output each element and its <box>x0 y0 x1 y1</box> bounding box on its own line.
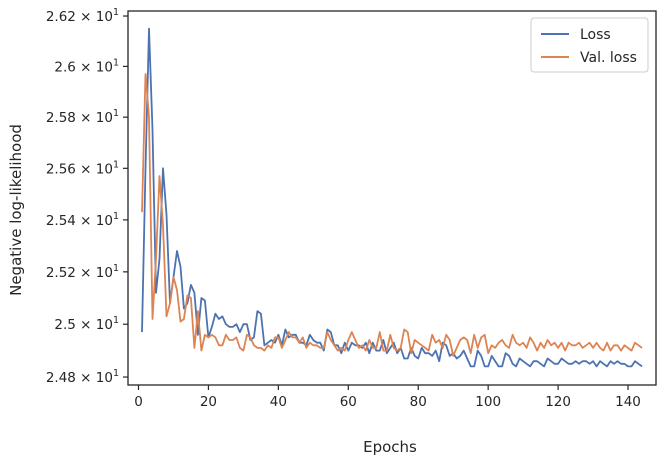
y-tick-label: 2.5 × 101 <box>54 315 119 333</box>
y-tick-mantissa: 2.54 × 10 <box>46 213 113 229</box>
y-tick-mantissa: 2.48 × 10 <box>46 370 113 386</box>
y-tick-exponent: 1 <box>113 159 119 170</box>
y-tick-mantissa: 2.62 × 10 <box>46 9 113 25</box>
x-axis: 0 20 40 60 80 100 120 140 <box>134 385 641 410</box>
series-line-val-loss <box>141 73 643 357</box>
y-tick-exponent: 1 <box>113 368 119 379</box>
plot-frame <box>127 10 657 386</box>
y-tick-mantissa: 2.56 × 10 <box>46 161 113 177</box>
y-tick-label: 2.54 × 101 <box>46 211 119 229</box>
x-tick-label: 60 <box>340 394 357 410</box>
y-axis-label: Negative log-likelihood <box>7 124 25 296</box>
y-tick-label: 2.58 × 101 <box>46 108 119 126</box>
y-tick-mantissa: 2.58 × 10 <box>46 110 113 126</box>
y-tick-mantissa: 2.5 × 10 <box>54 317 113 333</box>
x-tick-label: 140 <box>615 394 641 410</box>
x-tick-label: 40 <box>270 394 287 410</box>
legend-box <box>530 17 649 73</box>
y-tick-exponent: 1 <box>113 315 119 326</box>
y-tick-exponent: 1 <box>113 211 119 222</box>
x-tick-label: 20 <box>200 394 217 410</box>
x-axis-label: Epochs <box>363 438 417 456</box>
y-tick-exponent: 1 <box>113 7 119 18</box>
legend: Loss Val. loss <box>530 17 649 73</box>
y-tick-mantissa: 2.52 × 10 <box>46 265 113 281</box>
series-layer <box>141 27 643 368</box>
x-tick-label: 0 <box>134 394 143 410</box>
x-tick-label: 120 <box>545 394 571 410</box>
y-tick-exponent: 1 <box>113 108 119 119</box>
y-tick-label: 2.52 × 101 <box>46 263 119 281</box>
y-tick-exponent: 1 <box>113 263 119 274</box>
y-tick-mantissa: 2.6 × 10 <box>54 59 113 75</box>
legend-val-loss-label: Val. loss <box>580 50 637 66</box>
y-tick-label: 2.6 × 101 <box>54 57 119 75</box>
y-tick-exponent: 1 <box>113 57 119 68</box>
y-tick-label: 2.48 × 101 <box>46 368 119 386</box>
y-tick-label: 2.56 × 101 <box>46 159 119 177</box>
x-tick-label: 100 <box>475 394 501 410</box>
y-tick-label: 2.62 × 101 <box>46 7 119 25</box>
series-line-loss <box>141 27 643 368</box>
legend-loss-label: Loss <box>580 27 611 43</box>
x-tick-label: 80 <box>410 394 427 410</box>
